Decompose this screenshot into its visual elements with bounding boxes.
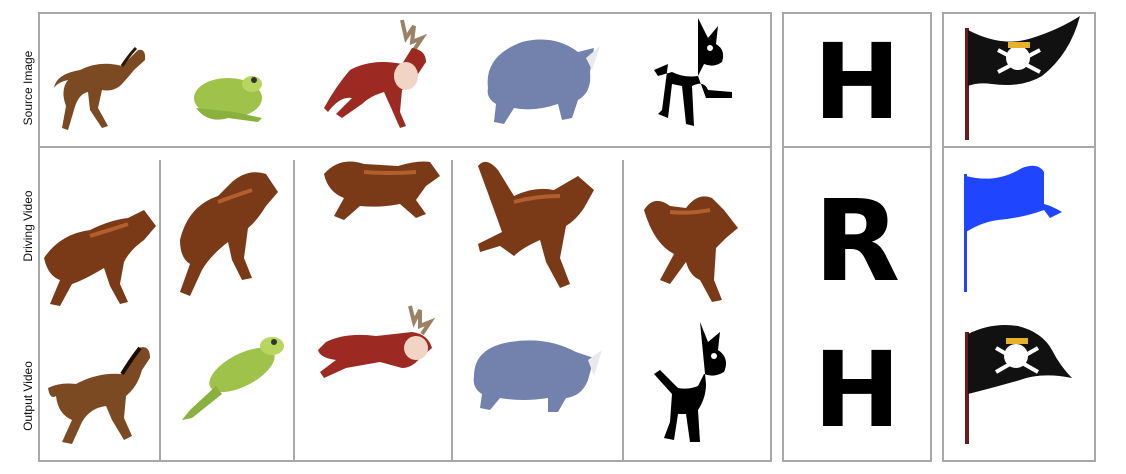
output-pirate-flag-icon — [965, 325, 1072, 444]
output-rhino-figure — [473, 340, 602, 412]
source-pirate-flag-icon — [965, 16, 1080, 140]
column-divider-4 — [622, 160, 624, 462]
source-reindeer-figure — [324, 19, 428, 128]
driving-wolf-figure-1 — [44, 210, 156, 306]
output-letter: H — [813, 329, 901, 451]
source-horse-figure — [54, 46, 146, 130]
driving-wolf-figure-5 — [644, 196, 738, 302]
output-reindeer-figure — [318, 305, 436, 378]
column-divider-3 — [451, 160, 453, 462]
letters-divider — [782, 146, 932, 148]
driving-wolf-figure-3 — [324, 161, 440, 220]
source-letter: H — [813, 21, 901, 143]
source-driving-divider — [38, 146, 772, 148]
driving-letter: R — [813, 177, 901, 307]
letters-panel — [782, 12, 932, 462]
output-fawn-figure — [654, 322, 726, 442]
row-label-output: Output Video — [21, 361, 35, 431]
driving-blue-flag-icon — [964, 165, 1062, 292]
row-label-driving: Driving Video — [21, 190, 35, 262]
source-frog-figure — [194, 76, 262, 122]
row-label-source: Source Image — [21, 50, 35, 126]
column-divider-2 — [293, 160, 295, 462]
output-horse-figure — [48, 346, 150, 444]
output-frog-figure — [182, 337, 284, 420]
driving-wolf-figure-2 — [180, 172, 278, 296]
source-rhino-figure — [487, 39, 600, 124]
flags-divider — [942, 146, 1096, 148]
source-fawn-figure — [654, 18, 732, 126]
driving-wolf-figure-4 — [478, 161, 594, 288]
column-divider-1 — [159, 160, 161, 462]
